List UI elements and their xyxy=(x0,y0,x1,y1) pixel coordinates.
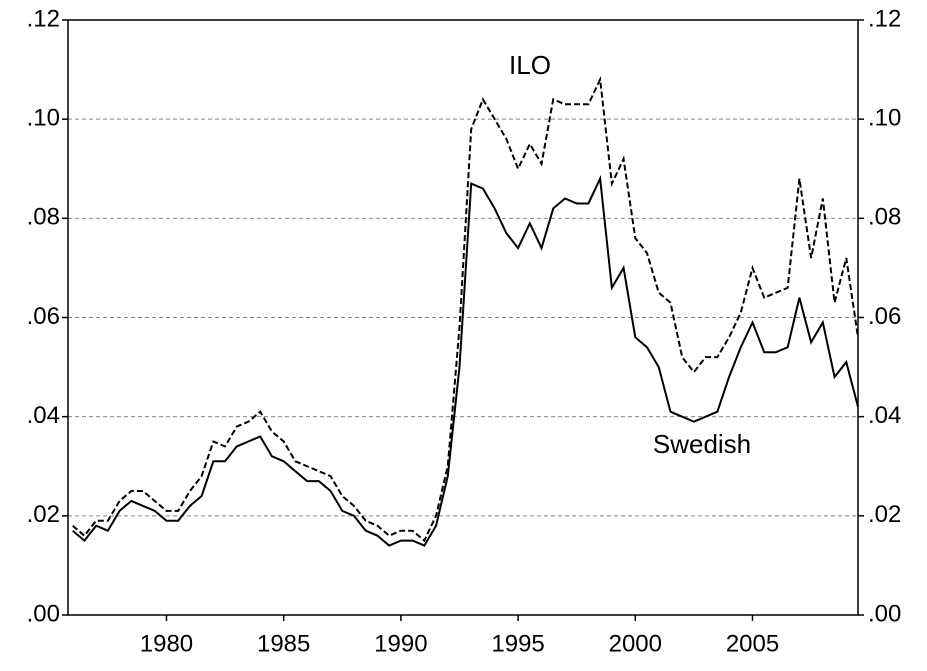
x-tick-label: 1995 xyxy=(491,630,544,657)
series-line xyxy=(72,175,859,547)
y-tick-label: .02 xyxy=(27,501,60,528)
y-tick-label: .12 xyxy=(27,5,60,32)
y-tick-label: .08 xyxy=(27,204,60,231)
y-tick-label: .04 xyxy=(27,402,60,429)
x-tick-label: 2000 xyxy=(609,630,662,657)
y2-tick-label: .06 xyxy=(868,303,901,330)
x-tick-label: 1990 xyxy=(374,630,427,657)
series-line xyxy=(72,75,859,543)
y2-tick-label: .00 xyxy=(868,600,901,627)
y2-tick-label: .10 xyxy=(868,105,901,132)
y2-tick-label: .04 xyxy=(868,402,901,429)
y-tick-label: .00 xyxy=(27,600,60,627)
series-annotation: ILO xyxy=(509,50,551,80)
x-tick-label: 2005 xyxy=(726,630,779,657)
x-tick-label: 1980 xyxy=(140,630,193,657)
plot-layer: .00 .00 .02 .02 .04 .04 .06 .06 .08 .08 .10 .10 .12.… xyxy=(27,5,902,657)
plot-frame xyxy=(67,19,859,616)
series-annotation: Swedish xyxy=(653,429,751,459)
y2-tick-label: .02 xyxy=(868,501,901,528)
y2-tick-label: .08 xyxy=(868,204,901,231)
y2-tick-label: .12 xyxy=(868,5,901,32)
y-tick-label: .10 xyxy=(27,105,60,132)
y-tick-label: .06 xyxy=(27,303,60,330)
x-tick-label: 1985 xyxy=(257,630,310,657)
